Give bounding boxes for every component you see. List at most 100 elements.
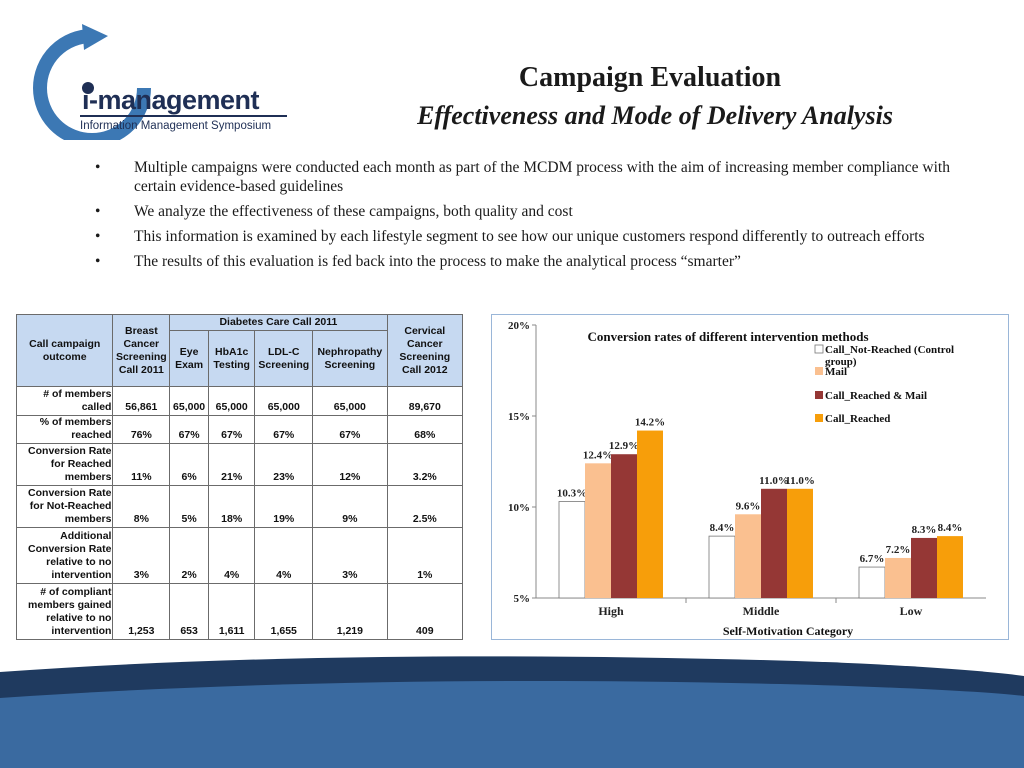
table-cell: 4% xyxy=(254,527,314,584)
header-eye: Eye Exam xyxy=(169,330,209,387)
bar xyxy=(735,514,761,598)
bar xyxy=(708,535,736,599)
table-cell: 9% xyxy=(312,485,388,528)
table-cell: 23% xyxy=(254,443,314,486)
row-label: Additional Conversion Rate relative to n… xyxy=(15,527,114,584)
data-label: 8.4% xyxy=(938,522,963,534)
table-cell: 1,219 xyxy=(312,583,388,640)
bullet-item: This information is examined by each lif… xyxy=(95,227,950,246)
page-title: Campaign Evaluation xyxy=(518,62,782,93)
table-cell: 18% xyxy=(207,485,256,528)
legend-label: Call_Reached & Mail xyxy=(825,390,927,402)
row-label: Conversion Rate for Reached members xyxy=(15,443,114,486)
x-tick-label: High xyxy=(598,604,624,618)
bar xyxy=(761,488,787,598)
table-cell: 3% xyxy=(312,527,388,584)
bar-chart: 5% 10% 15% 20% High 10.3% 12.4% 12.9% 14.2% Middl… xyxy=(491,314,1009,640)
bar xyxy=(558,501,586,599)
bullet-item: Multiple campaigns were conducted each m… xyxy=(95,158,950,196)
data-label: 8.3% xyxy=(912,524,937,536)
legend-swatch xyxy=(815,391,823,399)
row-label: % of members reached xyxy=(15,415,114,444)
data-label: 11.0% xyxy=(759,475,789,487)
legend-label: group) xyxy=(825,356,857,368)
bullet-item: The results of this evaluation is fed ba… xyxy=(95,252,950,271)
table-cell: 3% xyxy=(112,527,171,584)
legend-swatch xyxy=(815,414,823,422)
table-cell: 12% xyxy=(312,443,388,486)
chart-canvas: 5% 10% 15% 20% High 10.3% 12.4%12.9% 14.2% Middl… xyxy=(508,320,986,638)
bullet-list: Multiple campaigns were conducted each m… xyxy=(95,158,950,277)
legend-label: Mail xyxy=(825,366,847,378)
legend-swatch xyxy=(814,344,824,354)
table-cell: 409 xyxy=(386,583,464,640)
logo-arrow-icon xyxy=(33,24,151,140)
table-cell: 1,611 xyxy=(207,583,256,640)
row-label: # of members called xyxy=(15,386,114,416)
table-cell: 65,000 xyxy=(207,386,256,416)
table-cell: 653 xyxy=(169,583,209,640)
table-cell: 1,655 xyxy=(254,583,314,640)
data-label: 14.2% xyxy=(635,417,665,429)
table-cell: 1,253 xyxy=(112,583,171,640)
table-cell: 8% xyxy=(112,485,171,528)
table-cell: 11% xyxy=(112,443,171,486)
header-ldlc: LDL-C Screening xyxy=(254,330,314,387)
table-cell: 56,861 xyxy=(112,386,171,416)
y-tick-label: 10% xyxy=(508,502,530,514)
table-cell: 19% xyxy=(254,485,314,528)
table-row: % of members reached 76% 67% 67% 67% 67%… xyxy=(15,415,464,444)
x-axis-label: Self-Motivation Category xyxy=(723,624,853,638)
legend-label: Call_Reached xyxy=(825,413,890,425)
table-cell: 65,000 xyxy=(312,386,388,416)
row-label: # of compliant members gained relative t… xyxy=(15,583,114,640)
header-breast: Breast Cancer Screening Call 2011 xyxy=(112,314,171,387)
data-label: 6.7% xyxy=(860,553,885,565)
header-diabetes: Diabetes Care Call 2011 xyxy=(169,314,388,331)
logo-divider xyxy=(80,115,287,117)
y-tick-label: 20% xyxy=(508,320,530,332)
bar xyxy=(611,454,637,598)
table-cell: 21% xyxy=(207,443,256,486)
table-cell: 6% xyxy=(169,443,209,486)
bar xyxy=(585,463,611,598)
logo-subtitle: Information Management Symposium xyxy=(80,120,272,132)
bar xyxy=(937,536,963,598)
table-cell: 1% xyxy=(386,527,464,584)
table-cell: 4% xyxy=(207,527,256,584)
table-cell: 67% xyxy=(254,415,314,444)
data-label: 12.9% xyxy=(609,440,639,452)
table-cell: 3.2% xyxy=(386,443,464,486)
bar xyxy=(911,537,937,598)
table-cell: 76% xyxy=(112,415,171,444)
data-label: 7.2% xyxy=(886,544,911,556)
header-hba1c: HbA1c Testing xyxy=(207,330,256,387)
header-nephro: Nephropathy Screening xyxy=(312,330,388,387)
table-cell: 89,670 xyxy=(386,386,464,416)
table-row: Additional Conversion Rate relative to n… xyxy=(15,527,464,584)
logo: i-management Information Management Symp… xyxy=(32,18,294,140)
y-tick-label: 15% xyxy=(508,411,530,423)
table-cell: 67% xyxy=(312,415,388,444)
table-cell: 5% xyxy=(169,485,209,528)
legend-label: Call_Not-Reached (Control xyxy=(825,344,954,356)
header-outcome: Call campaign outcome xyxy=(15,314,114,387)
table-cell: 65,000 xyxy=(169,386,209,416)
bar xyxy=(787,488,813,598)
bar xyxy=(858,566,886,599)
row-label: Conversion Rate for Not-Reached members xyxy=(15,485,114,528)
x-tick-label: Middle xyxy=(743,604,780,618)
table-row: # of compliant members gained relative t… xyxy=(15,583,464,640)
data-label: 11.0% xyxy=(785,475,815,487)
data-label: 9.6% xyxy=(736,500,761,512)
campaign-table: Call campaign outcome Breast Cancer Scre… xyxy=(15,314,464,640)
footer-wave xyxy=(0,656,1024,768)
bar xyxy=(637,430,663,598)
logo-wordmark: i-management xyxy=(82,85,260,115)
table-cell: 67% xyxy=(169,415,209,444)
table-cell: 65,000 xyxy=(254,386,314,416)
table-cell: 67% xyxy=(207,415,256,444)
bullet-item: We analyze the effectiveness of these ca… xyxy=(95,202,950,221)
table-row: # of members called 56,861 65,000 65,000… xyxy=(15,386,464,416)
table-cell: 2% xyxy=(169,527,209,584)
